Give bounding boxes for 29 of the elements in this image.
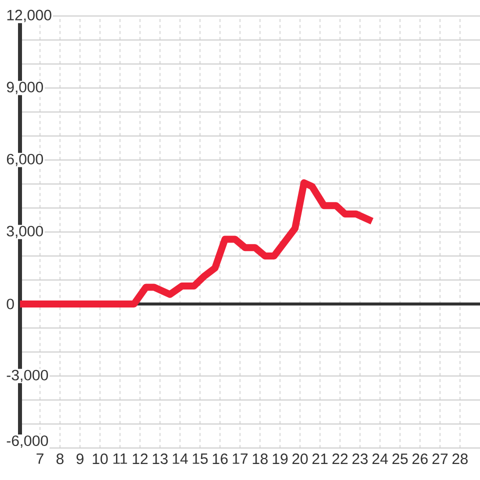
x-tick-label: 16: [212, 454, 228, 464]
y-tick-label: -6,000: [6, 435, 48, 448]
x-tick-label: 7: [36, 454, 44, 464]
x-tick-label: 26: [412, 454, 428, 464]
x-tick-label: 10: [92, 454, 108, 464]
y-tick-label: 0: [6, 298, 14, 310]
x-tick-label: 25: [392, 454, 408, 464]
x-tick-label: 15: [192, 454, 208, 464]
y-tick-label: 3,000: [6, 226, 43, 238]
x-tick-label: 24: [372, 454, 388, 464]
x-tick-label: 17: [232, 454, 248, 464]
x-tick-label: 21: [312, 454, 328, 464]
y-tick-label: 9,000: [6, 82, 43, 94]
x-tick-label: 28: [452, 454, 468, 464]
x-tick-label: 23: [352, 454, 368, 464]
x-tick-label: 20: [292, 454, 308, 464]
x-tick-label: 12: [132, 454, 148, 464]
x-tick-label: 27: [432, 454, 448, 464]
x-tick-label: 14: [172, 454, 188, 464]
x-tick-label: 19: [272, 454, 288, 464]
x-tick-label: 13: [152, 454, 168, 464]
x-tick-label: 22: [332, 454, 348, 464]
x-tick-label: 11: [113, 454, 128, 464]
y-tick-label: 6,000: [6, 154, 43, 166]
y-tick-label: 12,000: [7, 10, 52, 22]
x-tick-label: 8: [56, 454, 64, 464]
y-tick-label: -3,000: [6, 370, 48, 382]
x-tick-label: 18: [252, 454, 268, 464]
x-tick-label: 9: [76, 454, 84, 464]
